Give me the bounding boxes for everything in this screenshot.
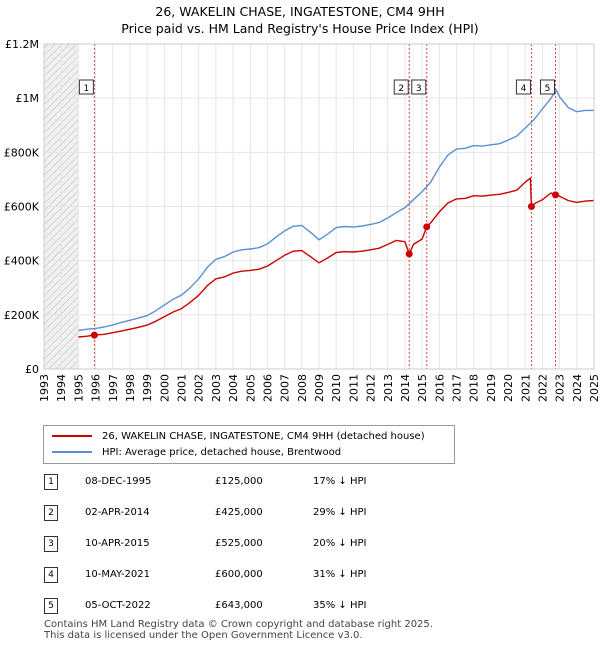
- sale-price: £643,000: [215, 600, 263, 611]
- x-tick-label: 2005: [244, 374, 257, 402]
- legend-swatch-property: [52, 435, 92, 437]
- x-tick-label: 2014: [399, 374, 412, 402]
- sale-label-number: 3: [416, 84, 422, 94]
- x-tick-label: 2010: [330, 374, 343, 402]
- x-tick-label: 2001: [176, 374, 189, 402]
- sale-number-badge: 2: [44, 505, 58, 521]
- legend-label-hpi: HPI: Average price, detached house, Bren…: [102, 446, 342, 458]
- x-tick-label: 2022: [536, 374, 549, 402]
- x-tick-label: 2000: [158, 374, 171, 402]
- x-tick-label: 1995: [72, 374, 85, 402]
- sale-date: 02-APR-2014: [85, 507, 150, 518]
- x-tick-label: 1993: [38, 374, 51, 402]
- x-tick-label: 2023: [554, 374, 567, 402]
- x-tick-label: 2003: [210, 374, 223, 402]
- sale-label-box: [393, 79, 409, 95]
- footer-line-2: This data is licensed under the Open Gov…: [44, 630, 363, 641]
- x-tick-label: 2019: [485, 374, 498, 402]
- sale-date: 10-APR-2015: [85, 538, 150, 549]
- sale-date: 05-OCT-2022: [85, 600, 151, 611]
- series-line-property: [78, 177, 595, 338]
- chart-subtitle: Price paid vs. HM Land Registry's House …: [121, 21, 479, 36]
- legend-swatch-hpi: [52, 451, 92, 453]
- sale-label-number: 2: [398, 84, 404, 94]
- x-tick-label: 2016: [433, 374, 446, 402]
- sale-price: £525,000: [215, 538, 263, 549]
- y-tick-label: £1M: [16, 92, 40, 105]
- x-tick-label: 2017: [451, 374, 464, 402]
- sale-point: [90, 331, 98, 339]
- chart-title: 26, WAKELIN CHASE, INGATESTONE, CM4 9HH: [155, 4, 445, 19]
- y-tick-label: £600K: [4, 201, 40, 214]
- x-tick-label: 1996: [90, 374, 103, 402]
- sale-hpi-diff: 35% ↓ HPI: [313, 600, 367, 611]
- sale-number-badge: 3: [44, 536, 58, 552]
- x-tick-label: 1997: [107, 374, 120, 402]
- sale-point: [405, 250, 413, 258]
- x-tick-label: 2004: [227, 374, 240, 402]
- x-tick-label: 1998: [124, 374, 137, 402]
- x-tick-label: 2021: [519, 374, 532, 402]
- y-tick-label: £200K: [4, 309, 40, 322]
- sale-number-badge: 1: [44, 474, 58, 490]
- sale-label-number: 1: [83, 84, 89, 94]
- sale-hpi-diff: 17% ↓ HPI: [313, 476, 367, 487]
- x-tick-label: 2011: [347, 374, 360, 402]
- legend-item-property: 26, WAKELIN CHASE, INGATESTONE, CM4 9HH …: [52, 429, 425, 443]
- sale-label-box: [515, 79, 531, 95]
- y-tick-label: £1.2M: [5, 38, 39, 51]
- x-tick-label: 2008: [296, 374, 309, 402]
- x-tick-label: 2013: [382, 374, 395, 402]
- y-tick-label: £400K: [4, 255, 40, 268]
- x-tick-label: 2009: [313, 374, 326, 402]
- sale-row: 4 10-MAY-2021 £600,000 31% ↓ HPI: [0, 567, 600, 585]
- sale-label-number: 4: [521, 84, 527, 94]
- sale-number-badge: 4: [44, 567, 58, 583]
- x-tick-label: 2006: [261, 374, 274, 402]
- sale-row: 3 10-APR-2015 £525,000 20% ↓ HPI: [0, 536, 600, 554]
- sale-label-box: [540, 79, 555, 95]
- sale-label-box: [78, 79, 94, 95]
- price-chart: 1 2 3 4 5 £0 £200K £400K £600K £800K £1M £1.2M 1993…: [4, 38, 600, 402]
- footer-attribution: Contains HM Land Registry data © Crown c…: [44, 619, 433, 641]
- sale-row: 2 02-APR-2014 £425,000 29% ↓ HPI: [0, 505, 600, 523]
- sale-date: 08-DEC-1995: [85, 476, 152, 487]
- footer-line-1: Contains HM Land Registry data © Crown c…: [44, 619, 433, 630]
- x-tick-label: 2012: [365, 374, 378, 402]
- x-tick-label: 2018: [468, 374, 481, 402]
- sale-row: 5 05-OCT-2022 £643,000 35% ↓ HPI: [0, 598, 600, 616]
- legend-label-property: 26, WAKELIN CHASE, INGATESTONE, CM4 9HH …: [102, 430, 425, 442]
- sale-price: £425,000: [215, 507, 263, 518]
- x-tick-label: 2025: [588, 374, 600, 402]
- sale-point: [552, 191, 559, 199]
- sale-label-box: [411, 79, 427, 95]
- series-line-hpi: [78, 89, 594, 332]
- sale-label-number: 5: [545, 84, 551, 94]
- x-tick-label: 1999: [141, 374, 154, 402]
- x-tick-label: 2002: [193, 374, 206, 402]
- sale-point: [527, 203, 535, 210]
- sale-number-badge: 5: [44, 598, 58, 614]
- sale-point: [423, 223, 431, 231]
- x-tick-label: 2015: [416, 374, 429, 402]
- legend: 26, WAKELIN CHASE, INGATESTONE, CM4 9HH …: [43, 425, 455, 464]
- sale-price: £125,000: [215, 476, 263, 487]
- x-tick-label: 2024: [571, 374, 584, 402]
- x-tick-label: 2007: [279, 374, 292, 402]
- sale-hpi-diff: 20% ↓ HPI: [313, 538, 367, 549]
- y-tick-label: £0: [25, 363, 39, 376]
- sale-price: £600,000: [215, 569, 263, 580]
- sale-row: 1 08-DEC-1995 £125,000 17% ↓ HPI: [0, 474, 600, 492]
- sale-hpi-diff: 31% ↓ HPI: [313, 569, 367, 580]
- x-tick-label: 1994: [55, 374, 68, 402]
- legend-item-hpi: HPI: Average price, detached house, Bren…: [52, 445, 341, 459]
- sale-date: 10-MAY-2021: [85, 569, 151, 580]
- sale-hpi-diff: 29% ↓ HPI: [313, 507, 367, 518]
- x-tick-label: 2020: [502, 374, 515, 402]
- y-tick-label: £800K: [4, 146, 40, 159]
- plot-frame: [43, 43, 595, 370]
